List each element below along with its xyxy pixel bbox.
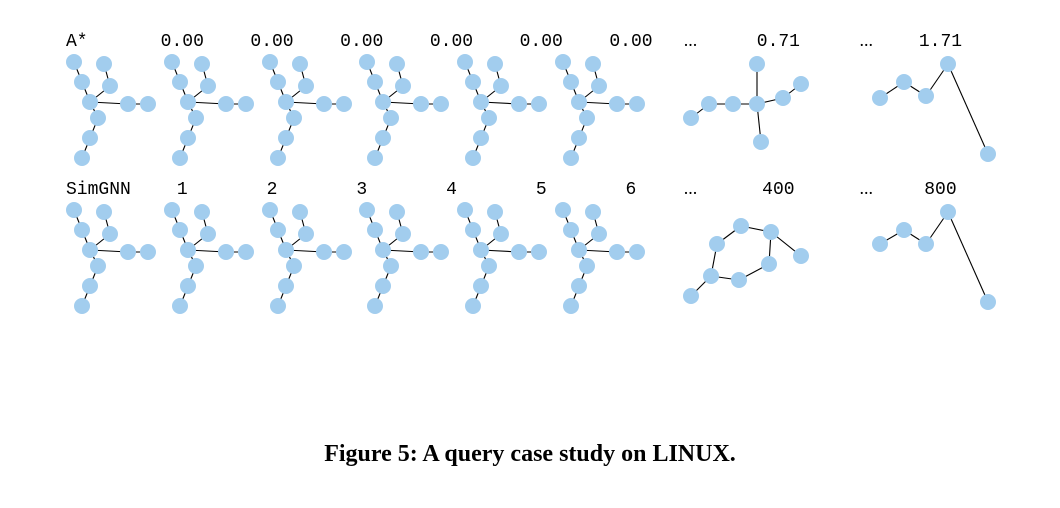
score-label: 800 <box>881 180 1000 200</box>
score-label: 400 <box>705 180 852 200</box>
score-label: 1 <box>137 180 227 200</box>
score-label: 0.00 <box>227 32 317 52</box>
graph-thumbnail <box>158 202 256 312</box>
ellipsis: ... <box>852 178 881 199</box>
graph-thumbnail <box>870 202 1000 312</box>
graph-thumbnail <box>60 202 158 312</box>
graph-thumbnail <box>353 202 451 312</box>
ellipsis: ... <box>852 30 881 51</box>
score-label: 0.00 <box>407 32 497 52</box>
graph-thumbnail <box>549 202 647 312</box>
graph-thumbnail <box>679 202 839 312</box>
score-label: 0.00 <box>317 32 407 52</box>
graph-thumbnail <box>60 54 158 164</box>
score-label: 4 <box>407 180 497 200</box>
score-label: 0.00 <box>586 32 676 52</box>
row-name: SimGNN <box>66 180 137 200</box>
graph-thumbnail <box>451 54 549 164</box>
result-row: SimGNN123456...400...800 <box>60 178 1000 312</box>
result-row: A*0.000.000.000.000.000.00...0.71...1.71 <box>60 30 1000 164</box>
row-name: A* <box>66 32 137 52</box>
ellipsis: ... <box>676 178 705 199</box>
graph-thumbnail <box>870 54 1000 164</box>
row-labels: SimGNN123456...400...800 <box>60 178 1000 200</box>
row-graphs <box>60 202 1000 312</box>
score-label: 0.00 <box>137 32 227 52</box>
score-label: 1.71 <box>881 32 1000 52</box>
graph-thumbnail <box>256 202 354 312</box>
rows-host: A*0.000.000.000.000.000.00...0.71...1.71… <box>60 30 1000 312</box>
row-graphs <box>60 54 1000 164</box>
graph-thumbnail <box>679 54 839 164</box>
score-label: 0.71 <box>705 32 852 52</box>
score-label: 2 <box>227 180 317 200</box>
figure-caption: Figure 5: A query case study on LINUX. <box>0 441 1060 468</box>
graph-thumbnail <box>353 54 451 164</box>
graph-thumbnail <box>256 54 354 164</box>
graph-thumbnail <box>158 54 256 164</box>
ellipsis: ... <box>676 30 705 51</box>
score-label: 0.00 <box>496 32 586 52</box>
graph-thumbnail <box>451 202 549 312</box>
graph-thumbnail <box>549 54 647 164</box>
score-label: 6 <box>586 180 676 200</box>
figure-container: A*0.000.000.000.000.000.00...0.71...1.71… <box>0 0 1060 508</box>
score-label: 5 <box>496 180 586 200</box>
row-labels: A*0.000.000.000.000.000.00...0.71...1.71 <box>60 30 1000 52</box>
score-label: 3 <box>317 180 407 200</box>
